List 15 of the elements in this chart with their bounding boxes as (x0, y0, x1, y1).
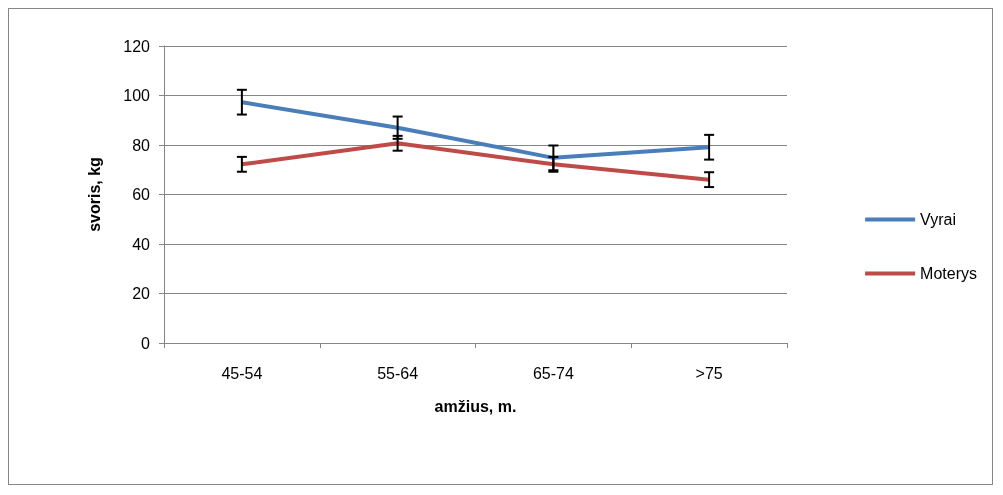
y-tick-label: 60 (132, 186, 151, 203)
x-tick-label: 65-74 (532, 364, 574, 382)
y-tick-label: 20 (132, 285, 151, 302)
y-tick-label: 80 (132, 136, 151, 154)
y-tick-label: 100 (123, 87, 151, 104)
y-axis-title: svoris, kg (85, 157, 103, 232)
x-tick-label: 45-54 (221, 364, 263, 382)
x-tick-label: 55-64 (377, 364, 419, 382)
x-axis-title: amžius, m. (434, 397, 517, 415)
legend-label: Moterys (920, 265, 978, 282)
y-tick-label: 0 (141, 334, 151, 352)
legend-label: Vyrai (920, 211, 956, 228)
y-tick-label: 40 (132, 235, 151, 253)
y-tick-label: 120 (123, 37, 151, 55)
x-tick-label: >75 (695, 364, 723, 382)
